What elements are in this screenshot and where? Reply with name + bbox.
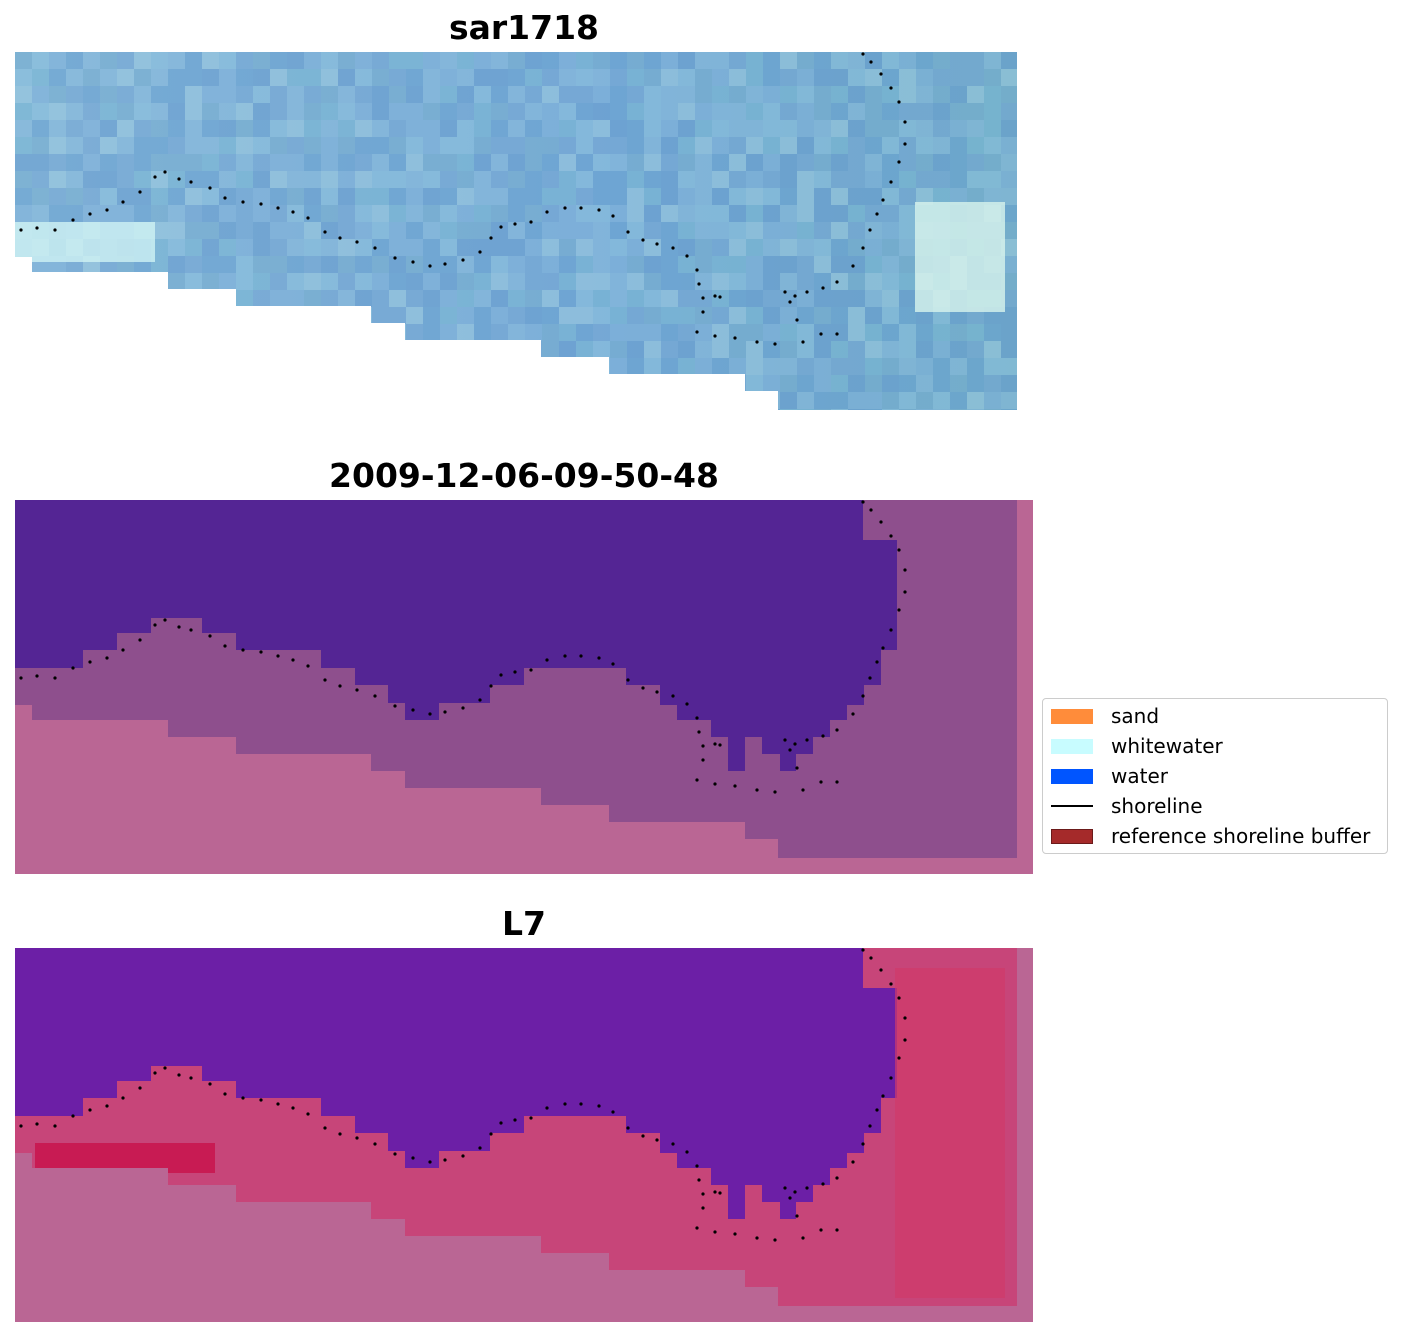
legend-item-whitewater: whitewater [1051,733,1223,759]
legend-item-sand: sand [1051,703,1159,729]
index-water [15,948,897,1219]
panel-title-sar: sar1718 [448,8,600,47]
legend-label-shoreline: shoreline [1111,794,1203,818]
shoreline-dots [19,500,907,794]
legend-label-sand: sand [1111,704,1160,728]
nodata-mask [15,257,778,410]
legend: sand whitewater water shoreline referenc… [1042,698,1388,854]
index-panel [15,948,1033,1322]
legend-item-water: water [1051,763,1168,789]
legend-item-reference-buffer: reference shoreline buffer [1051,823,1370,849]
legend-label-whitewater: whitewater [1111,734,1223,758]
shoreline-dots [19,948,907,1242]
classified-mask [15,705,778,858]
panel-title-date: 2009-12-06-09-50-48 [329,456,719,495]
legend-label-water: water [1111,764,1168,788]
sand-swatch [1051,708,1093,724]
rgb-image-panel [15,52,1017,410]
classification-panel [15,500,1033,874]
index-mask [15,1153,778,1306]
panel-title-satellite: L7 [502,904,546,943]
water-swatch [1051,768,1093,784]
shoreline-line-sample [1051,805,1093,807]
classified-water [15,500,897,771]
shoreline-dots [19,52,907,346]
legend-label-reference-buffer: reference shoreline buffer [1111,824,1371,848]
whitewater-swatch [1051,738,1093,754]
legend-item-shoreline: shoreline [1051,793,1203,819]
reference-buffer-swatch [1051,828,1093,844]
